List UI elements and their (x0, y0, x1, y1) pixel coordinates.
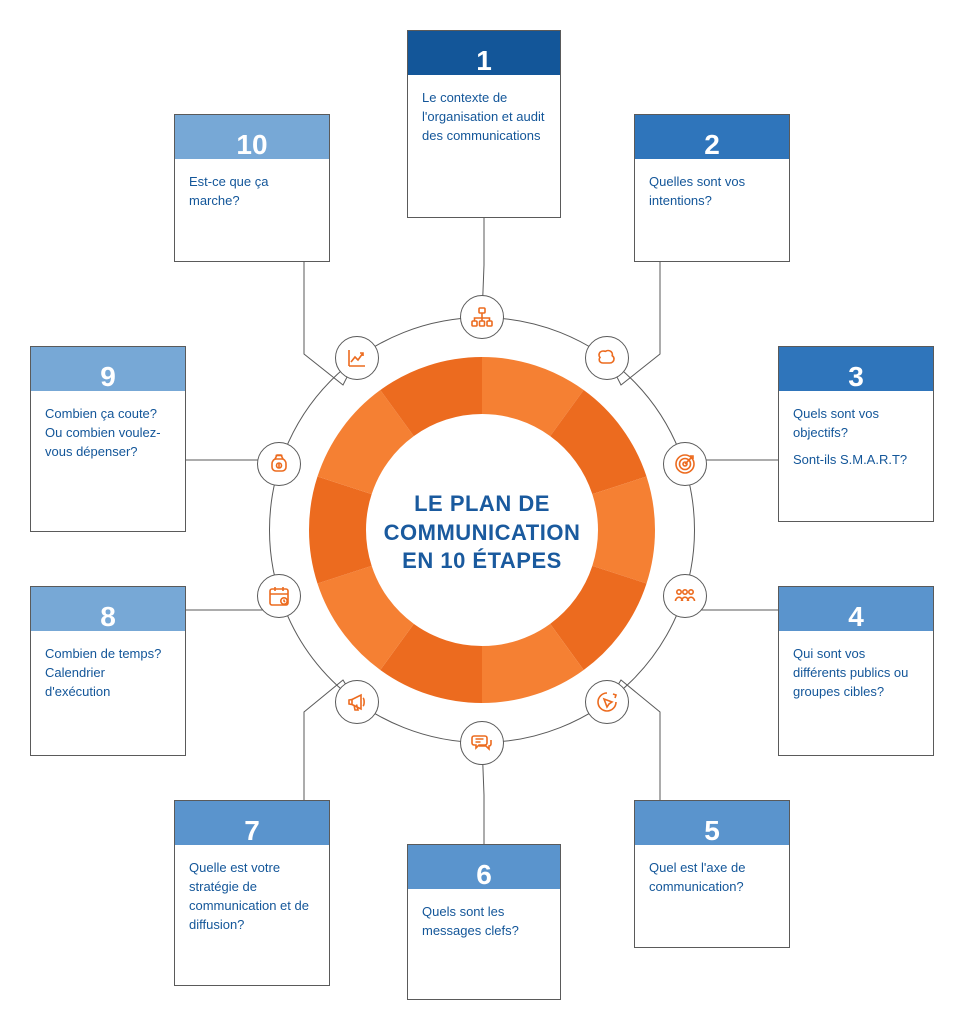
step-7-icon (335, 680, 379, 724)
step-8-text: Combien de temps? Calendrier d'exécution (31, 631, 185, 755)
step-2-icon (585, 336, 629, 380)
step-7-card: 7 Quelle est votre stratégie de communic… (174, 800, 330, 986)
step-4-card: 4 Qui sont vos différents publics ou gro… (778, 586, 934, 756)
infographic-canvas: LE PLAN DECOMMUNICATIONEN 10 ÉTAPES 1 Le… (0, 0, 965, 1024)
step-2-text: Quelles sont vos intentions? (635, 159, 789, 261)
step-2-number: 2 (635, 115, 789, 159)
step-4-number: 4 (779, 587, 933, 631)
step-5-card: 5 Quel est l'axe de communication? (634, 800, 790, 948)
step-4-icon (663, 574, 707, 618)
step-9-number: 9 (31, 347, 185, 391)
step-7-text: Quelle est votre stratégie de communicat… (175, 845, 329, 985)
step-10-icon (335, 336, 379, 380)
step-5-text: Quel est l'axe de communication? (635, 845, 789, 947)
step-3-text: Quels sont vos objectifs?Sont-ils S.M.A.… (779, 391, 933, 521)
step-6-card: 6 Quels sont les messages clefs? (407, 844, 561, 1000)
step-3-card: 3 Quels sont vos objectifs?Sont-ils S.M.… (778, 346, 934, 522)
step-8-card: 8 Combien de temps? Calendrier d'exécuti… (30, 586, 186, 756)
step-8-icon (257, 574, 301, 618)
step-10-text: Est-ce que ça marche? (175, 159, 329, 261)
step-5-number: 5 (635, 801, 789, 845)
step-1-card: 1 Le contexte de l'organisation et audit… (407, 30, 561, 218)
step-3-icon (663, 442, 707, 486)
step-6-number: 6 (408, 845, 560, 889)
step-1-number: 1 (408, 31, 560, 75)
step-9-card: 9 Combien ça coute? Ou combien voulez-vo… (30, 346, 186, 532)
step-7-number: 7 (175, 801, 329, 845)
center-title: LE PLAN DECOMMUNICATIONEN 10 ÉTAPES (362, 490, 602, 576)
step-3-number: 3 (779, 347, 933, 391)
step-8-number: 8 (31, 587, 185, 631)
step-2-card: 2 Quelles sont vos intentions? (634, 114, 790, 262)
step-4-text: Qui sont vos différents publics ou group… (779, 631, 933, 755)
step-1-text: Le contexte de l'organisation et audit d… (408, 75, 560, 217)
step-10-number: 10 (175, 115, 329, 159)
step-9-text: Combien ça coute? Ou combien voulez-vous… (31, 391, 185, 531)
step-6-text: Quels sont les messages clefs? (408, 889, 560, 999)
step-1-icon (460, 295, 504, 339)
step-10-card: 10 Est-ce que ça marche? (174, 114, 330, 262)
step-6-icon (460, 721, 504, 765)
